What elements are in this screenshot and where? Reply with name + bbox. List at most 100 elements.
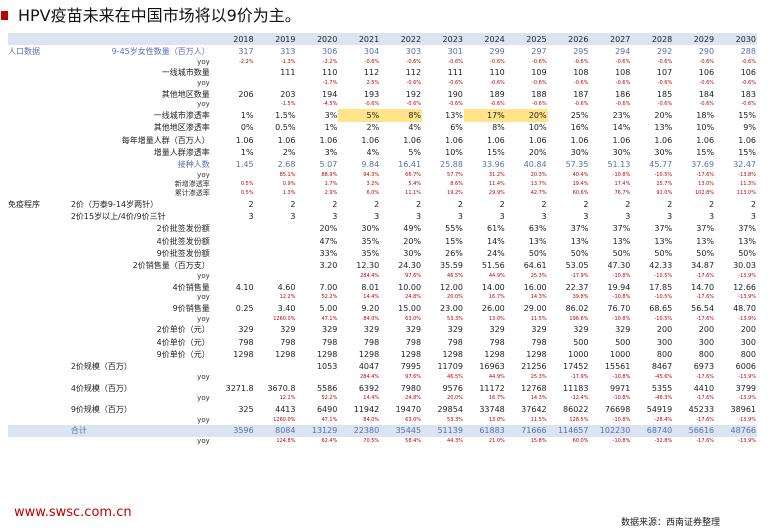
table-cell: 30% [654,147,673,157]
table-cell: 2 [750,199,756,209]
table-cell: 7.00 [319,282,338,292]
row-label: 9价单价（元） [156,349,210,359]
table-cell: 8467 [651,362,673,372]
table-row: 一线城市渗透率 1% 1.5% 3% 5% 8% 13% 17% 20% 25% 23% 20% 18%… [8,109,757,122]
table-cell: 1.06 [486,135,505,145]
table-cell: -32.8% [654,437,673,444]
table-cell: -0.6% [364,58,380,65]
table-cell: 16.7% [488,395,505,402]
table-row: yoy 12.2% 52.2% 14.4% 24.8% 20.0% 16.7% 14.3% -1… [8,394,757,403]
table-cell: 13% [528,236,547,246]
table-cell: 37.69 [691,160,715,170]
table-cell: 62.4% [321,437,338,444]
table-row: yoy -1.7% 2.5% -0.6% -0.6% -0.6% -0.6% -0.6% -0.… [8,79,757,88]
table-cell: 76698 [604,404,631,414]
table-cell: 17452 [563,362,589,372]
table-cell: 35% [361,236,380,246]
table-cell: 1298 [526,349,547,359]
row-label: 9-45岁女性数量（百万人） [111,46,210,56]
table-row: yoy 12.2% 52.2% 14.4% 24.8% 20.0% 16.7% 14.3% 39… [8,293,757,302]
section-label [8,416,71,425]
table-cell: 58.4% [405,437,422,444]
table-cell: 798 [405,337,422,347]
table-cell: 11.4% [488,180,505,187]
table-cell: 798 [447,337,463,347]
table-cell: -0.6% [364,101,380,108]
table-cell: 42.33 [649,261,673,271]
table-cell [255,223,297,235]
table-cell: -0.6% [573,58,589,65]
section-label [8,122,71,134]
table-cell: 26.00 [481,303,505,313]
table-cell: 20.0% [447,294,463,301]
row-label: yoy [197,78,210,87]
table-cell: 14.4% [363,294,380,301]
table-cell: -1.7% [322,79,338,86]
table-cell: 190 [447,89,463,99]
year-header: 2029 [673,33,716,46]
table-cell: 3 [457,211,463,221]
table-cell: 9.20 [361,303,380,313]
table-cell: -0.6% [699,101,715,108]
section-label [8,109,71,121]
table-cell: 290 [698,46,715,56]
table-cell: -10.5% [654,315,673,322]
row-label: 4价销售量 [172,282,210,292]
table-cell: 13.0% [488,315,505,322]
table-row: 9价单价（元） 1298 1298 1298 1298 1298 1298 1298 1298 1… [8,348,757,360]
table-cell [255,373,297,382]
table-cell: 13129 [296,424,339,437]
table-cell: 0.5% [240,180,254,187]
table-cell: -13.9% [738,272,756,279]
table-cell: 11942 [353,404,380,414]
table-cell: 6.0% [366,189,380,196]
table-cell: 1298 [400,349,422,359]
table-cell: 107 [656,68,673,78]
table-cell: 102230 [589,424,632,437]
table-cell: 24% [486,248,505,258]
footer-website[interactable]: www.swsc.com.cn [14,505,132,520]
year-header: 2018 [212,33,255,46]
table-row: yoy 1260.0% 47.1% 84.0% 63.0% 53.3% 13.0% 11.5%… [8,416,757,425]
table-cell: 2 [415,199,422,209]
section-label [8,180,71,189]
table-cell: 1.06 [570,135,589,145]
table-cell: 24.8% [405,395,422,402]
row-label: 合计 [70,424,213,437]
table-cell: 19470 [395,404,422,414]
table-cell: 203 [280,89,296,99]
table-cell: 3 [374,211,380,221]
table-cell: 23.00 [440,303,463,313]
table-cell: 3% [324,147,338,157]
table-row: yoy -1.5% -4.5% -0.6% -0.6% -0.6% -0.6% -0.6% -0… [8,100,757,109]
table-cell: 1298 [358,349,380,359]
table-cell: -0.6% [532,58,547,65]
section-label [8,348,71,360]
year-header: 2025 [505,33,548,46]
table-cell: 124.8% [276,437,296,444]
table-cell [255,260,297,272]
table-cell: 2 [667,199,673,209]
table-row: yoy 284.4% 97.6% 46.5% 44.9% 25.3% -17.9% -10.8… [8,272,757,281]
table-row: 4价单价（元） 798 798 798 798 798 798 798 798 500 500 300… [8,336,757,348]
row-label: 接种人数 [177,160,210,170]
table-cell: 14.00 [481,282,505,292]
table-cell: 329 [615,325,631,335]
table-cell: 3 [708,211,715,221]
table-cell: 3.20 [319,261,338,271]
table-cell: -0.6% [532,79,547,86]
table-cell: 88.9% [321,171,338,178]
table-cell: 2% [366,123,380,133]
section-label [8,100,71,109]
table-cell: 2% [282,147,296,157]
year-header: 2027 [589,33,632,46]
table-cell: 15% [738,110,756,120]
table-cell: -0.6% [573,79,589,86]
table-cell: 53.05 [565,261,589,271]
table-cell: -12.4% [570,395,589,402]
table-cell: 192 [405,89,422,99]
table-cell: 329 [573,325,589,335]
table-cell: 47.1% [321,416,338,423]
table-cell: 94.3% [363,171,380,178]
table-cell: 1.7% [324,180,338,187]
